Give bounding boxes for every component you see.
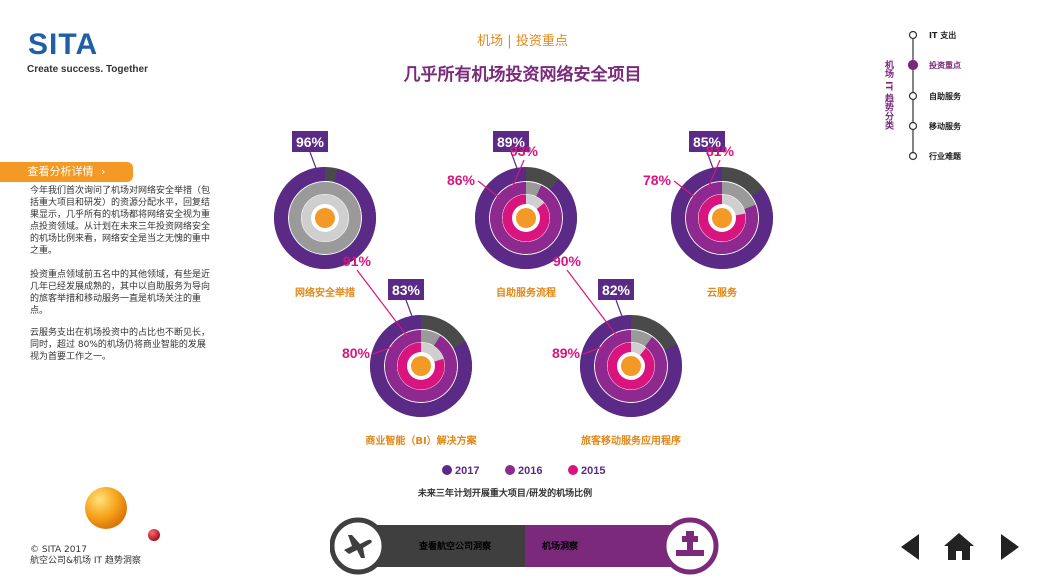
lock-icon [315, 208, 335, 228]
donut-1: 网络安全举措 96% [274, 131, 376, 299]
value-2017: 83% [392, 282, 421, 298]
bottom-navigation: 查看航空公司洞察 机场洞察 [330, 517, 719, 575]
category-label: 旅客移动服务应用程序 [581, 434, 681, 447]
view-details-button[interactable]: 查看分析详情 › [0, 162, 133, 182]
brain-icon [411, 356, 431, 376]
value-2016: 93% [510, 143, 539, 159]
ring-2016 [595, 330, 667, 402]
airport-insights-label: 机场洞察 [542, 540, 579, 552]
ring-track [301, 194, 349, 242]
airline-insights-label: 查看航空公司洞察 [418, 540, 492, 552]
next-arrow-icon[interactable] [1001, 534, 1019, 560]
sita-logo: SITA [28, 28, 99, 61]
category-label: 自助服务流程 [496, 286, 556, 299]
legend-swatch [568, 465, 578, 475]
rail-label: 自助服务 [929, 91, 962, 101]
value-2016: 91% [343, 253, 372, 269]
rail-label: 行业难题 [928, 151, 962, 161]
control-tower-icon [676, 531, 704, 556]
ring-2017 [580, 315, 682, 417]
value-2017: 82% [602, 282, 631, 298]
rail-item-2[interactable]: 投资重点 [907, 59, 962, 71]
rail-item-5[interactable]: 行业难题 [908, 151, 962, 161]
ring-2016 [686, 182, 758, 254]
ring-2017 [671, 167, 773, 269]
category-label: 网络安全举措 [295, 286, 355, 299]
ring-2017 [475, 167, 577, 269]
legend-label: 2015 [581, 465, 605, 477]
copyright-text: © SITA 2017 [30, 545, 87, 555]
ring-2015 [607, 342, 655, 390]
paragraph-2: 投资重点领域前五名中的其他领域，有些是近几年已经发展成熟的，其中以自助服务为导向… [30, 270, 211, 316]
rail-vertical-title: 机场 IT 趋势分类 [883, 60, 893, 130]
ring-2017 [370, 315, 472, 417]
rail-dot [908, 121, 918, 131]
footer-subtitle: 航空公司&机场 IT 趋势洞察 [30, 556, 141, 566]
value-2015: 78% [643, 172, 672, 188]
value-2016: 90% [553, 253, 582, 269]
value-box-2017 [388, 279, 424, 300]
rail-dot [908, 30, 918, 40]
value-box-2017 [493, 131, 529, 152]
rail-item-4[interactable]: 移动服务 [908, 121, 962, 131]
home-icon[interactable] [944, 533, 974, 560]
value-box-2017 [598, 279, 634, 300]
donut-3: 云服务 85%81% 78% [643, 131, 773, 299]
donut-5: 旅客移动服务应用程序 82% 90% 89% [552, 253, 682, 447]
chevron-right-icon: › [101, 165, 106, 178]
value-2016: 81% [706, 143, 735, 159]
plane-icon [344, 535, 372, 558]
value-2017: 89% [497, 134, 526, 150]
value-2015: 80% [342, 345, 371, 361]
rail-item-3[interactable]: 自助服务 [908, 91, 962, 101]
rail-label: 投资重点 [929, 60, 961, 70]
ring-track [289, 182, 361, 254]
page-navigation [901, 533, 1019, 560]
value-2017: 85% [693, 134, 722, 150]
legend-label: 2017 [455, 465, 479, 477]
rail-label: 移动服务 [929, 121, 962, 131]
decorative-spheres [85, 487, 160, 541]
page-title: 几乎所有机场投资网络安全项目 [403, 65, 642, 85]
donut-2: 自助服务流程 89%93% 86% [447, 131, 577, 299]
category-label: 云服务 [707, 286, 738, 299]
chart-caption: 未来三年计划开展重大项目/研发的机场比例 [417, 487, 592, 499]
value-box-2017 [689, 131, 725, 152]
value-2017: 96% [296, 134, 325, 150]
legend-swatch [505, 465, 515, 475]
rail-dot [908, 151, 918, 161]
ring-2015 [397, 342, 445, 390]
rail-label: IT 支出 [929, 30, 956, 40]
view-details-label: 查看分析详情 [27, 165, 94, 178]
value-2015: 86% [447, 172, 476, 188]
previous-arrow-icon[interactable] [901, 534, 919, 560]
paragraph-1: 今年我们首次询问了机场对网络安全举措（包括重大项目和研发）的资源分配水平，回复结… [30, 186, 211, 256]
legend-label: 2016 [518, 465, 542, 477]
paragraph-3: 云服务支出在机场投资中的占比也不断见长，同时，超过 80%的机场仍将商业智能的发… [30, 328, 211, 362]
category-label: 商业智能（BI）解决方案 [365, 434, 477, 447]
rail-item-1[interactable]: IT 支出 [908, 30, 957, 40]
ring-2017 [274, 167, 376, 269]
legend: 2017 2016 2015 [442, 465, 605, 477]
logo-tagline: Create success. Together [27, 64, 148, 75]
mobile-phone-icon [621, 356, 641, 376]
self-service-phone-icon [516, 208, 536, 228]
ring-2016 [490, 182, 562, 254]
legend-swatch [442, 465, 452, 475]
donut-4: 商业智能（BI）解决方案 83% 91% 80% [342, 253, 478, 447]
rail-dot [908, 91, 918, 101]
footer-copyright-block: © SITA 2017 航空公司&机场 IT 趋势洞察 [30, 545, 141, 567]
cloud-icon [712, 208, 732, 228]
ring-2016 [385, 330, 457, 402]
breadcrumb: 机场 | 投资重点 [477, 34, 568, 49]
rail-dot [907, 59, 919, 71]
value-box-2017 [292, 131, 328, 152]
ring-2015 [502, 194, 550, 242]
ring-2015 [698, 194, 746, 242]
value-2015: 89% [552, 345, 581, 361]
